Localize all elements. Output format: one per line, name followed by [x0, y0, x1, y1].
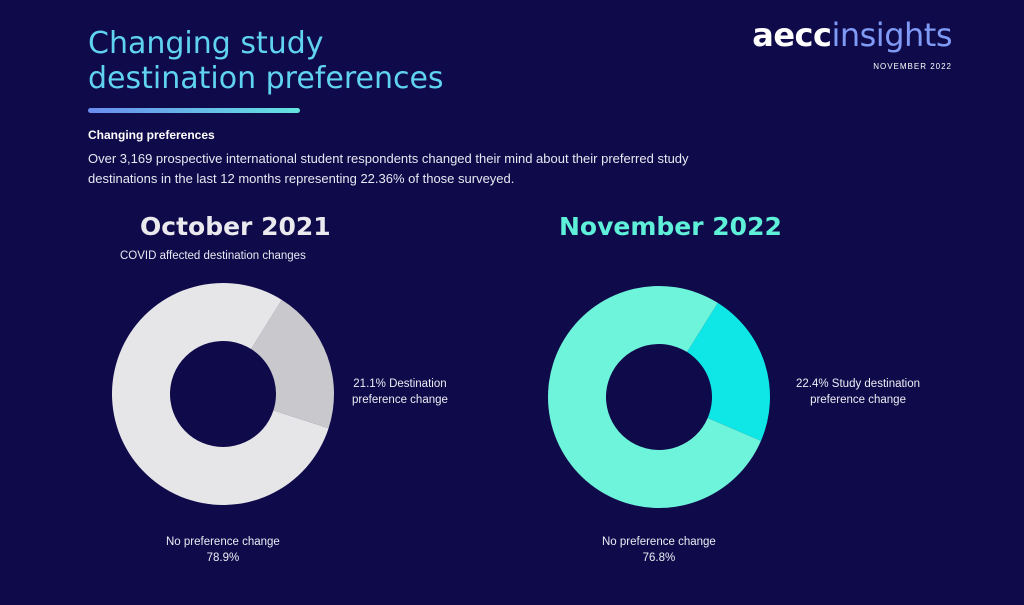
page-title-line-2: destination preferences: [88, 61, 444, 96]
label-right-no-change-line-1: No preference change: [602, 536, 716, 548]
page-title-line-1: Changing study: [88, 26, 324, 61]
label-right-no-change: No preference change 76.8%: [602, 534, 716, 566]
label-left-change: 21.1% Destination preference change: [352, 376, 448, 408]
label-right-change: 22.4% Study destination preference chang…: [796, 376, 920, 408]
slice-preference-change: [251, 299, 334, 429]
label-right-change-line-2: preference change: [810, 394, 906, 406]
label-left-no-change: No preference change 78.9%: [166, 534, 280, 566]
label-left-no-change-line-2: 78.9%: [206, 552, 240, 564]
donut-chart-november-2022: [548, 285, 770, 508]
label-left-change-line-2: preference change: [352, 394, 448, 406]
intro-text: Over 3,169 prospective international stu…: [88, 151, 689, 186]
page-title: Changing study destination preferences: [88, 26, 444, 96]
label-left-no-change-line-1: No preference change: [166, 536, 280, 548]
label-right-change-line-1: 22.4% Study destination: [796, 378, 921, 390]
chart-title-october-2021: October 2021: [140, 212, 331, 241]
report-date: NOVEMBER 2022: [873, 62, 952, 71]
logo-word-insights: insights: [831, 16, 952, 54]
aecc-insights-logo: aeccinsights: [752, 16, 952, 54]
label-left-change-line-1: 21.1% Destination: [353, 378, 447, 390]
slice-preference-change: [687, 302, 770, 441]
slice-no-preference-change: [112, 283, 329, 505]
label-right-no-change-line-2: 76.8%: [642, 552, 676, 564]
chart-title-november-2022: November 2022: [559, 212, 782, 241]
slice-no-preference-change: [548, 285, 761, 508]
intro-heading: Changing preferences: [88, 128, 215, 142]
chart-subtitle-october-2021: COVID affected destination changes: [120, 250, 306, 262]
logo-word-aecc: aecc: [752, 16, 832, 54]
title-underline: [88, 108, 300, 113]
donut-chart-october-2021: [112, 283, 334, 505]
